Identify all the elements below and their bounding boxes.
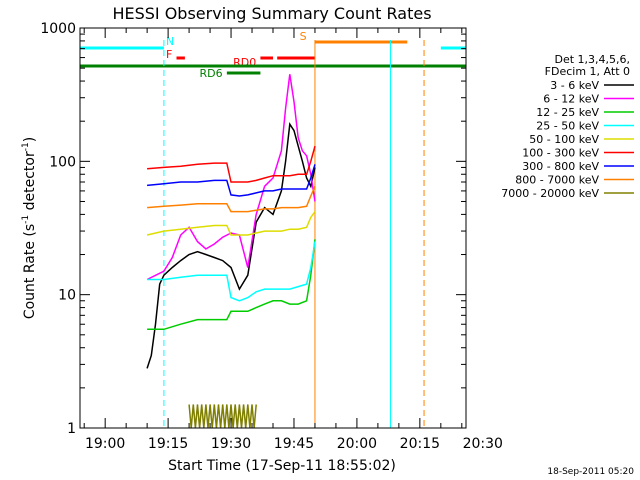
series-800-7000-kev [147, 186, 316, 213]
legend-header-line: Det 1,3,4,5,6, [554, 53, 630, 66]
flag-label-s: S [300, 30, 307, 43]
y-axis: 1 10 100 1000 [40, 21, 466, 437]
y-axis-label-part-2: detector [22, 151, 38, 215]
legend-entry-3-6-kev: 3 - 6 keV [550, 79, 599, 92]
x-axis-label: Start Time (17-Sep-11 18:55:02) [168, 458, 396, 474]
legend-entry-300-800-kev: 300 - 800 keV [522, 160, 599, 173]
x-tick-label: 19:45 [274, 436, 314, 452]
series-3-6-kev [146, 122, 316, 369]
x-tick-label: 19:00 [85, 436, 125, 452]
flag-label-f: F [166, 48, 172, 61]
legend-entry-12-25-kev: 12 - 25 keV [536, 106, 599, 119]
flag-label-n: N [166, 35, 174, 48]
legend-entry-6-12-kev: 6 - 12 keV [543, 93, 599, 106]
series-12-25-kev [147, 239, 316, 331]
x-tick-label: 20:30 [463, 436, 503, 452]
legend-entry-25-50-kev: 25 - 50 keV [536, 120, 599, 133]
y-axis-label-part-3: ) [22, 137, 38, 142]
series-25-50-kev [147, 241, 316, 302]
y-tick-label: 100 [49, 154, 76, 170]
legend-entry-800-7000-kev: 800 - 7000 keV [515, 174, 599, 187]
x-tick-label: 20:00 [337, 436, 377, 452]
series-6-12-kev [146, 74, 316, 281]
plot-frame [79, 27, 467, 429]
x-tick-label: 19:30 [211, 436, 251, 452]
y-axis-label-sup-2: -1 [21, 142, 31, 151]
chart-title: HESSI Observing Summary Count Rates [112, 4, 431, 23]
legend-header-line: FDecim 1, Att 0 [545, 65, 630, 78]
series-lines [146, 74, 316, 429]
x-tick-label: 19:15 [148, 436, 188, 452]
legend-entry-7000-20000-kev: 7000 - 20000 keV [501, 187, 599, 200]
legend: Det 1,3,4,5,6,FDecim 1, Att 03 - 6 keV6 … [501, 53, 634, 200]
timestamp: 18-Sep-2011 05:20 [547, 467, 634, 477]
y-tick-label: 1000 [40, 21, 76, 37]
legend-entry-50-100-kev: 50 - 100 keV [529, 133, 599, 146]
y-axis-label-part-1: Count Rate (s [22, 224, 38, 319]
series-50-100-kev [146, 211, 316, 236]
y-axis-label-sup-1: -1 [21, 215, 31, 224]
flag-label-rd6: RD6 [200, 67, 223, 80]
event-vertical-lines [79, 40, 467, 428]
legend-entry-100-300-kev: 100 - 300 keV [522, 147, 599, 160]
series-100-300-kev [147, 145, 316, 183]
y-tick-label: 10 [58, 288, 76, 304]
series-300-800-kev [147, 164, 316, 197]
y-axis-label: Count Rate (s-1 detector-1) [21, 137, 38, 319]
x-axis: 19:00 19:15 19:30 19:45 20:00 20:15 20:30 [83, 28, 503, 452]
series-7000-20000-kev [188, 404, 257, 429]
y-tick-label: 1 [67, 421, 76, 437]
x-tick-label: 20:15 [400, 436, 440, 452]
